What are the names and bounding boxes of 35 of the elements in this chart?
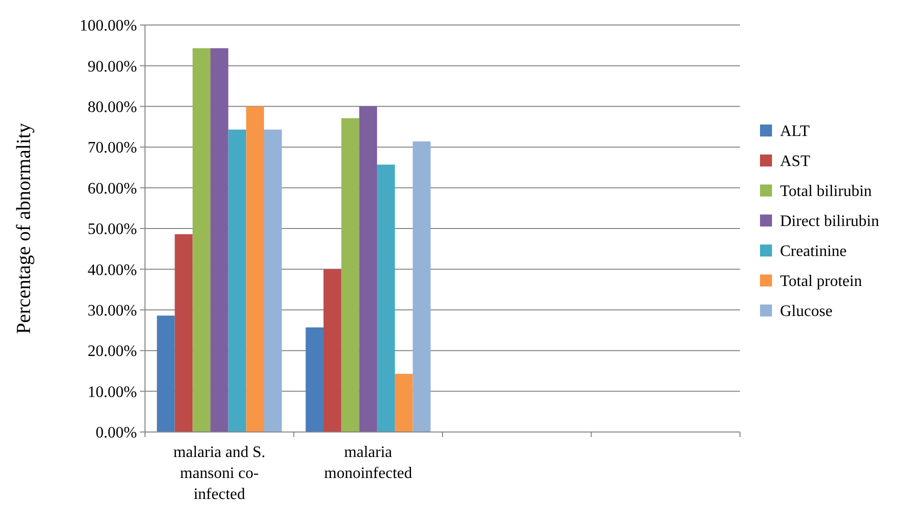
bar xyxy=(412,141,431,432)
y-tick-label: 30.00% xyxy=(88,302,137,320)
legend-label: ALT xyxy=(780,123,810,140)
legend-label: AST xyxy=(780,153,810,170)
bar xyxy=(394,374,413,432)
y-tick-label: 90.00% xyxy=(88,58,137,76)
y-axis-title: Percentage of abnormality xyxy=(13,122,35,334)
y-tick-label: 100.00% xyxy=(80,18,137,35)
x-tick-label: malaria monoinfected xyxy=(324,444,412,482)
y-tick-label: 50.00% xyxy=(88,221,137,238)
bar xyxy=(174,234,193,432)
bar xyxy=(359,106,378,432)
bar xyxy=(324,269,342,432)
bar xyxy=(192,48,210,432)
y-tick-label: 10.00% xyxy=(88,384,137,401)
y-tick-label: 20.00% xyxy=(88,343,137,360)
bar xyxy=(306,327,324,432)
legend-label: Glucose xyxy=(780,303,832,320)
bar xyxy=(377,164,395,432)
y-tick-label: 60.00% xyxy=(88,180,137,198)
y-tick-label: 40.00% xyxy=(88,262,137,279)
x-tick-label: malaria and S. mansoni co-infected xyxy=(173,444,266,503)
bar xyxy=(156,316,175,432)
bar xyxy=(341,118,360,432)
y-tick-label: 0.00% xyxy=(96,424,137,442)
legend-label: Direct bilirubin xyxy=(780,213,880,230)
bar xyxy=(228,130,246,432)
legend-label: Total protein xyxy=(780,273,862,290)
y-tick-label: 80.00% xyxy=(88,99,137,116)
legend-label: Creatinine xyxy=(780,243,847,260)
legend-label: Total bilirubin xyxy=(780,183,872,200)
bar xyxy=(264,130,282,432)
y-tick-label: 70.00% xyxy=(88,140,137,157)
bar xyxy=(246,106,264,432)
bar xyxy=(210,48,228,432)
